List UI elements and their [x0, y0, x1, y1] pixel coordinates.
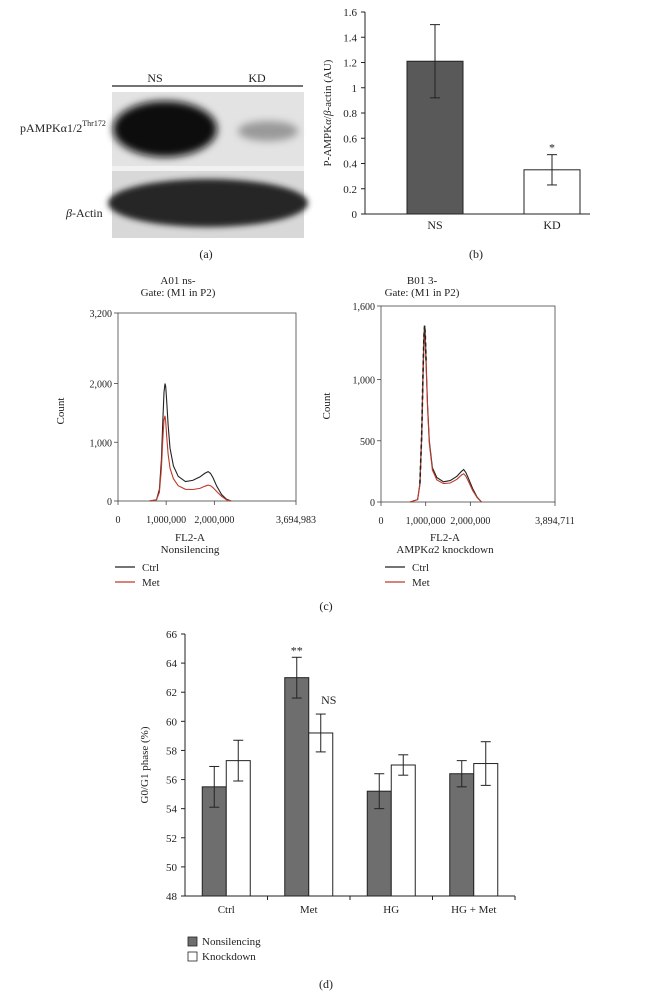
d-y-tick-label: 52 [166, 833, 177, 845]
b-y-axis-label: P-AMPKα/β-actin (AU) [322, 59, 334, 166]
c2-x-tick-label: 0 [379, 516, 384, 527]
band-pampk-ns [113, 101, 217, 157]
c2-y-axis-label: Count [321, 393, 333, 420]
lane-label-ns: NS [147, 71, 162, 85]
c1-x-axis-label: FL2-A [175, 532, 205, 544]
c1-title-line1: A01 ns- [160, 275, 195, 287]
band-pampk-kd [238, 121, 298, 141]
c1-y-tick-label: 2,000 [90, 380, 113, 391]
d-legend-nonsilencing: Nonsilencing [202, 936, 261, 948]
c2-title-line1: B01 3- [407, 275, 438, 287]
c2-frame [380, 305, 556, 503]
c2-x-axis-label: FL2-A [430, 532, 460, 544]
c1-y-tick-label: 3,200 [90, 309, 113, 320]
d-y-tick-label: 56 [166, 775, 178, 787]
band-actin [108, 179, 308, 227]
panel-c-right-histogram: B01 3- Gate: (M1 in P2) 0 500 1,000 1,600 0 1… [321, 275, 575, 589]
d-bar-knockdown [225, 760, 251, 897]
c2-y-tick-label: 1,000 [353, 376, 376, 387]
panel-d-chart: 48 50 52 54 56 58 60 62 64 66 Ctrl Met HG HG + Met **… [139, 629, 516, 991]
c1-series-met [149, 415, 232, 502]
d-bar-nonsilencing [284, 677, 310, 897]
d-y-tick-label: 58 [166, 745, 178, 757]
d-y-tick-label: 48 [166, 891, 178, 903]
c1-frame [117, 312, 297, 502]
c1-x-tick-label: 0 [116, 515, 121, 526]
panel-a-blot: NS KD pAMPKα1/2Thr172 β-Actin (a) [20, 71, 308, 261]
c2-legend-ctrl: Ctrl [412, 562, 429, 574]
b-y-tick-label: 0.2 [343, 184, 357, 196]
c2-series-overlap-dash [419, 325, 427, 484]
d-bar-nonsilencing [449, 773, 475, 897]
b-y-tick-label: 1.2 [343, 58, 357, 70]
d-legend-knockdown: Knockdown [202, 951, 256, 963]
d-bar-knockdown [473, 763, 499, 897]
d-y-tick-label: 60 [166, 716, 178, 728]
c2-subtitle: AMPKα2 knockdown [396, 544, 494, 556]
c1-legend-met: Met [142, 577, 160, 589]
d-ns-label: NS [321, 693, 336, 707]
pampk-row-label: pAMPKα1/2Thr172 [20, 119, 106, 135]
c2-y-tick-label: 500 [360, 437, 375, 448]
blot-gap [112, 166, 304, 171]
c1-y-tick-label: 0 [107, 497, 112, 508]
d-legend-nonsilencing-swatch [187, 936, 198, 947]
d-y-tick-label: 54 [166, 804, 178, 816]
c1-series-ctrl [149, 383, 232, 502]
c2-legend-met: Met [412, 577, 430, 589]
panel-label-c: (c) [319, 599, 332, 613]
d-legend-knockdown-swatch [187, 951, 198, 962]
panel-label-d: (d) [319, 977, 333, 991]
b-y-tick-label: 0.4 [343, 159, 357, 171]
b-significance-marker: * [549, 141, 555, 155]
d-y-tick-label: 62 [166, 687, 177, 699]
d-y-tick-label: 64 [166, 658, 178, 670]
b-x-label-ns: NS [427, 218, 442, 232]
actin-row-label: β-Actin [65, 206, 103, 220]
d-bar-knockdown [390, 764, 416, 897]
c2-x-tick-label: 3,894,711 [535, 516, 575, 527]
b-y-tick-label: 0 [352, 209, 358, 221]
c1-legend-ctrl: Ctrl [142, 562, 159, 574]
c1-title-line2: Gate: (M1 in P2) [141, 287, 216, 299]
c1-subtitle: Nonsilencing [161, 544, 220, 556]
b-y-tick-label: 1 [352, 83, 358, 95]
d-y-tick-label: 50 [166, 862, 178, 874]
d-y-tick-label: 66 [166, 629, 178, 641]
panel-b-chart: 0 0.2 0.4 0.6 0.8 1 1.2 1.4 1.6 * NS KD P-AMPKα/… [322, 7, 590, 261]
d-x-tick-label: Met [300, 904, 318, 916]
b-y-tick-label: 0.6 [343, 133, 357, 145]
c2-y-tick-label: 0 [370, 498, 375, 509]
b-x-label-kd: KD [543, 218, 561, 232]
panel-label-a: (a) [199, 247, 212, 261]
d-x-tick-label: HG + Met [451, 904, 496, 916]
c1-x-tick-label: 3,694,983 [276, 515, 316, 526]
b-y-tick-label: 0.8 [343, 108, 357, 120]
c2-y-tick-label: 1,600 [353, 302, 376, 313]
c1-y-tick-label: 1,000 [90, 438, 113, 449]
c2-x-tick-label: 1,000,000 [406, 516, 446, 527]
b-y-tick-label: 1.4 [343, 32, 357, 44]
d-y-axis-label: G0/G1 phase (%) [139, 726, 151, 803]
b-y-tick-label: 1.6 [343, 7, 357, 19]
d-significance-marker: ** [291, 643, 303, 657]
c1-x-tick-label: 1,000,000 [146, 515, 186, 526]
panel-c-left-histogram: A01 ns- Gate: (M1 in P2) 0 1,000 2,000 3,20… [55, 275, 316, 589]
panel-label-b: (b) [469, 247, 483, 261]
c2-title-line2: Gate: (M1 in P2) [385, 287, 460, 299]
c1-y-axis-label: Count [55, 398, 67, 425]
d-bar-knockdown [308, 732, 334, 897]
c2-x-tick-label: 2,000,000 [450, 516, 490, 527]
d-x-tick-label: HG [383, 904, 399, 916]
d-x-tick-label: Ctrl [218, 904, 235, 916]
lane-label-kd: KD [248, 71, 266, 85]
c1-x-tick-label: 2,000,000 [194, 515, 234, 526]
